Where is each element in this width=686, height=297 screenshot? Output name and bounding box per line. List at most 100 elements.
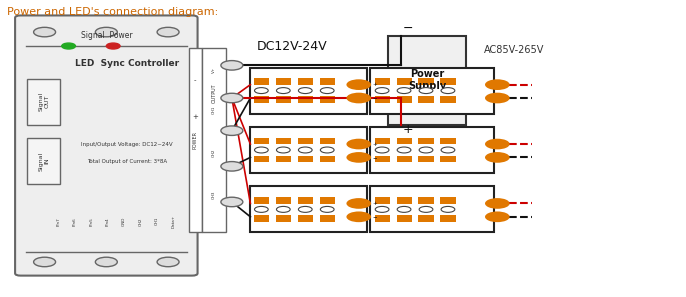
Bar	[440, 96, 456, 103]
Circle shape	[375, 206, 389, 212]
Bar	[254, 96, 269, 103]
Text: −: −	[372, 214, 377, 219]
Circle shape	[397, 88, 411, 94]
Circle shape	[375, 147, 389, 153]
Bar	[418, 156, 434, 162]
Bar	[375, 156, 390, 162]
Bar	[254, 78, 269, 85]
Circle shape	[34, 27, 56, 37]
Text: Pin7: Pin7	[56, 217, 60, 226]
Bar	[375, 215, 390, 222]
Bar	[440, 197, 456, 204]
Bar	[397, 156, 412, 162]
Circle shape	[346, 79, 371, 90]
Circle shape	[157, 27, 179, 37]
Bar	[276, 78, 291, 85]
Bar	[320, 197, 335, 204]
Circle shape	[276, 206, 290, 212]
Bar	[388, 36, 466, 125]
Text: CH1: CH1	[155, 217, 159, 225]
Bar	[298, 138, 313, 144]
Bar	[418, 215, 434, 222]
Circle shape	[276, 147, 290, 153]
Circle shape	[346, 139, 371, 149]
Bar	[298, 197, 313, 204]
Text: CH2: CH2	[212, 148, 216, 157]
Circle shape	[255, 147, 268, 153]
Text: −: −	[372, 155, 377, 160]
Circle shape	[221, 126, 243, 135]
Bar	[276, 215, 291, 222]
Bar	[298, 215, 313, 222]
Circle shape	[221, 61, 243, 70]
Circle shape	[346, 211, 371, 222]
Circle shape	[255, 206, 268, 212]
Bar	[397, 215, 412, 222]
Text: Power
Supply: Power Supply	[408, 69, 446, 91]
Text: Data+: Data+	[172, 215, 176, 228]
Text: DC12V-24V: DC12V-24V	[257, 40, 328, 53]
Text: AC85V-265V: AC85V-265V	[484, 45, 544, 56]
Circle shape	[320, 147, 334, 153]
Circle shape	[419, 147, 433, 153]
Bar	[418, 138, 434, 144]
Bar	[320, 96, 335, 103]
Bar	[250, 68, 367, 114]
Text: +: +	[372, 82, 377, 87]
Circle shape	[298, 206, 312, 212]
Bar	[276, 156, 291, 162]
Text: Signal
OUT: Signal OUT	[38, 92, 49, 111]
Bar	[298, 156, 313, 162]
Text: −: −	[372, 96, 377, 100]
Text: Pin5: Pin5	[89, 217, 93, 226]
Circle shape	[485, 152, 510, 163]
Bar	[298, 78, 313, 85]
Bar	[375, 138, 390, 144]
Bar	[254, 138, 269, 144]
Circle shape	[485, 211, 510, 222]
Text: CH3: CH3	[212, 191, 216, 199]
Circle shape	[95, 257, 117, 267]
Circle shape	[346, 198, 371, 209]
Circle shape	[485, 198, 510, 209]
Bar	[440, 215, 456, 222]
Circle shape	[221, 162, 243, 171]
Bar	[418, 78, 434, 85]
Bar	[375, 197, 390, 204]
Circle shape	[419, 88, 433, 94]
Bar	[397, 96, 412, 103]
Bar	[276, 197, 291, 204]
Text: -: -	[194, 78, 196, 84]
Circle shape	[441, 206, 455, 212]
Text: Pin6: Pin6	[73, 217, 77, 226]
Text: −: −	[403, 22, 414, 35]
Bar	[418, 96, 434, 103]
Circle shape	[255, 88, 268, 94]
Circle shape	[221, 197, 243, 207]
Bar	[254, 215, 269, 222]
Bar	[375, 96, 390, 103]
Circle shape	[346, 93, 371, 103]
Text: Power and LED's connection diagram:: Power and LED's connection diagram:	[7, 7, 218, 18]
Text: +: +	[372, 201, 377, 206]
Circle shape	[298, 88, 312, 94]
Circle shape	[485, 79, 510, 90]
Bar	[254, 156, 269, 162]
Text: GND: GND	[122, 217, 126, 226]
Text: CH2: CH2	[139, 217, 143, 225]
Bar	[320, 78, 335, 85]
Circle shape	[397, 206, 411, 212]
Text: +: +	[192, 114, 198, 121]
Circle shape	[95, 27, 117, 37]
Text: Signal  Power: Signal Power	[80, 31, 132, 40]
Circle shape	[441, 88, 455, 94]
Bar	[189, 48, 202, 232]
Circle shape	[419, 206, 433, 212]
Circle shape	[346, 152, 371, 163]
Text: OUTPUT: OUTPUT	[211, 84, 217, 103]
Bar	[440, 138, 456, 144]
Bar	[370, 187, 494, 232]
Circle shape	[441, 147, 455, 153]
Circle shape	[320, 206, 334, 212]
Circle shape	[62, 43, 75, 49]
